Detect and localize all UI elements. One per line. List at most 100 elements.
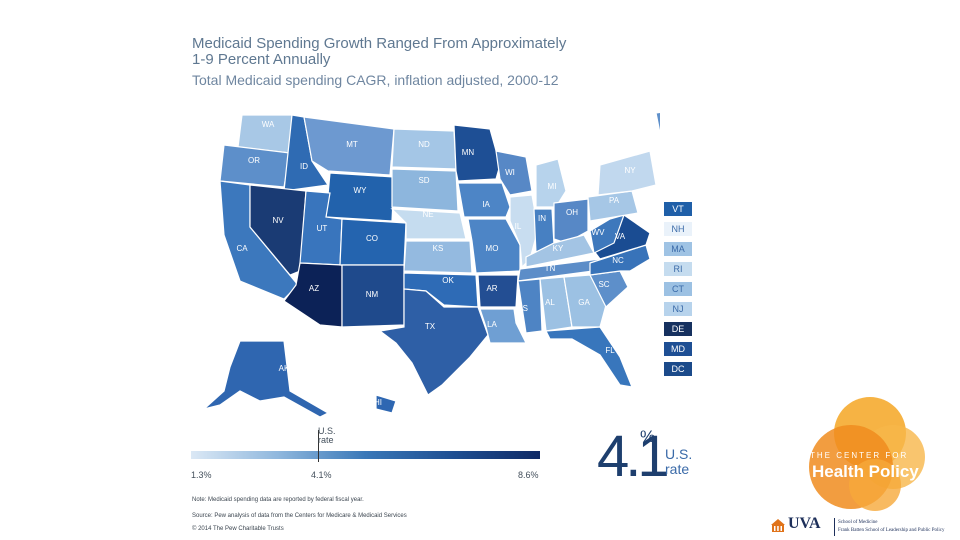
us-rate-label: U.S. rate — [665, 447, 692, 477]
state-label-wy: WY — [354, 186, 368, 195]
state-label-ok: OK — [442, 276, 454, 285]
state-label-wi: WI — [505, 168, 515, 177]
small-state-ct: CT — [664, 282, 692, 296]
us-choropleth-map: WA OR CA ID NV MT WY UT AZ CO NM ND SD NE KS OK TX MN IA MO… — [203, 111, 660, 418]
state-label-tx: TX — [425, 322, 436, 331]
state-label-fl: FL — [605, 346, 615, 355]
state-label-mn: MN — [462, 148, 475, 157]
state-label-mi: MI — [548, 182, 557, 191]
school-line-1: School of Medicine — [838, 520, 878, 525]
state-MS — [517, 278, 543, 334]
state-label-nv: NV — [272, 216, 284, 225]
legend-max: 8.6% — [518, 470, 539, 480]
state-label-ut: UT — [317, 224, 328, 233]
small-state-nj: NJ — [664, 302, 692, 316]
state-GA — [563, 274, 607, 328]
state-label-id: ID — [300, 162, 308, 171]
state-label-wa: WA — [262, 120, 275, 129]
small-state-vt: VT — [664, 202, 692, 216]
state-WI — [495, 150, 533, 196]
state-WY — [325, 172, 395, 222]
note-text: Note: Medicaid spending data are reporte… — [192, 497, 364, 503]
state-NY — [597, 150, 657, 196]
state-label-ia: IA — [482, 200, 490, 209]
state-label-nm: NM — [366, 290, 379, 299]
state-HI — [375, 394, 397, 414]
state-label-la: LA — [487, 320, 497, 329]
state-label-mo: MO — [486, 244, 499, 253]
state-label-nc: NC — [612, 256, 624, 265]
state-label-tn: TN — [545, 264, 556, 273]
legend-us-label-1: U.S. — [318, 426, 336, 436]
chart-title: Medicaid Spending Growth Ranged From App… — [192, 36, 566, 68]
legend-us-label-2: rate — [318, 435, 334, 445]
state-label-pa: PA — [609, 196, 620, 205]
small-state-ri: RI — [664, 262, 692, 276]
logo-line-2: Health Policy — [812, 462, 919, 481]
us-rate-value: 4.1 — [597, 424, 670, 489]
school-line-2: Frank Batten School of Leadership and Pu… — [838, 528, 945, 533]
state-label-az: AZ — [309, 284, 319, 293]
state-ND — [391, 128, 457, 170]
state-label-ak: AK — [279, 364, 290, 373]
state-label-va: VA — [615, 232, 626, 241]
state-KS — [403, 240, 473, 274]
logo-divider — [834, 518, 835, 536]
source-text: Source: Pew analysis of data from the Ce… — [192, 513, 407, 519]
us-rate-label-1: U.S. — [665, 446, 693, 462]
state-LA — [479, 308, 527, 344]
state-label-mt: MT — [346, 140, 358, 149]
small-state-nh: NH — [664, 222, 692, 236]
state-label-nd: ND — [418, 140, 430, 149]
rotunda-icon — [770, 517, 786, 533]
copyright-text: © 2014 The Pew Charitable Trusts — [192, 526, 284, 532]
small-state-de: DE — [664, 322, 692, 336]
state-label-or: OR — [248, 156, 260, 165]
state-label-ks: KS — [433, 244, 444, 253]
legend-min: 1.3% — [191, 470, 212, 480]
small-state-dc: DC — [664, 362, 692, 376]
state-MN — [453, 124, 501, 182]
legend-us: 4.1% — [311, 470, 332, 480]
state-MI — [535, 158, 567, 208]
state-SD — [391, 168, 459, 212]
chart-subtitle: Total Medicaid spending CAGR, inflation … — [192, 72, 559, 88]
state-AR — [477, 274, 519, 308]
state-label-ny: NY — [624, 166, 636, 175]
logo-line-1: THE CENTER FOR — [810, 451, 909, 460]
state-label-in: IN — [538, 214, 546, 223]
state-FL — [545, 326, 633, 388]
color-scale-bar — [191, 451, 540, 459]
state-label-ms: MS — [516, 304, 528, 313]
state-NV — [249, 184, 307, 276]
uva-wordmark: UVA — [788, 515, 821, 532]
state-label-ne: NE — [422, 210, 433, 219]
state-label-ca: CA — [236, 244, 248, 253]
small-state-md: MD — [664, 342, 692, 356]
us-rate-marker — [318, 430, 319, 462]
state-ME — [655, 111, 660, 137]
state-TX — [378, 288, 489, 396]
state-label-ga: GA — [578, 298, 590, 307]
state-label-il: IL — [515, 222, 522, 231]
title-line-2: 1-9 Percent Annually — [192, 51, 331, 68]
state-label-sc: SC — [598, 280, 609, 289]
state-label-ky: KY — [553, 244, 564, 253]
state-WV — [589, 214, 625, 254]
us-rate-label-2: rate — [665, 461, 690, 477]
state-label-wv: WV — [592, 228, 606, 237]
state-label-oh: OH — [566, 208, 578, 217]
state-label-co: CO — [366, 234, 378, 243]
center-for-health-policy-logo — [809, 397, 925, 511]
state-MT — [303, 116, 395, 176]
state-label-ar: AR — [486, 284, 497, 293]
us-rate-unit: % — [640, 427, 656, 446]
state-IA — [457, 182, 511, 218]
state-AK — [203, 340, 330, 418]
state-label-sd: SD — [418, 176, 429, 185]
state-OR — [219, 144, 291, 188]
small-state-ma: MA — [664, 242, 692, 256]
state-label-hi: HI — [374, 398, 382, 407]
title-line-1: Medicaid Spending Growth Ranged From App… — [192, 35, 567, 52]
state-NE — [390, 208, 467, 240]
